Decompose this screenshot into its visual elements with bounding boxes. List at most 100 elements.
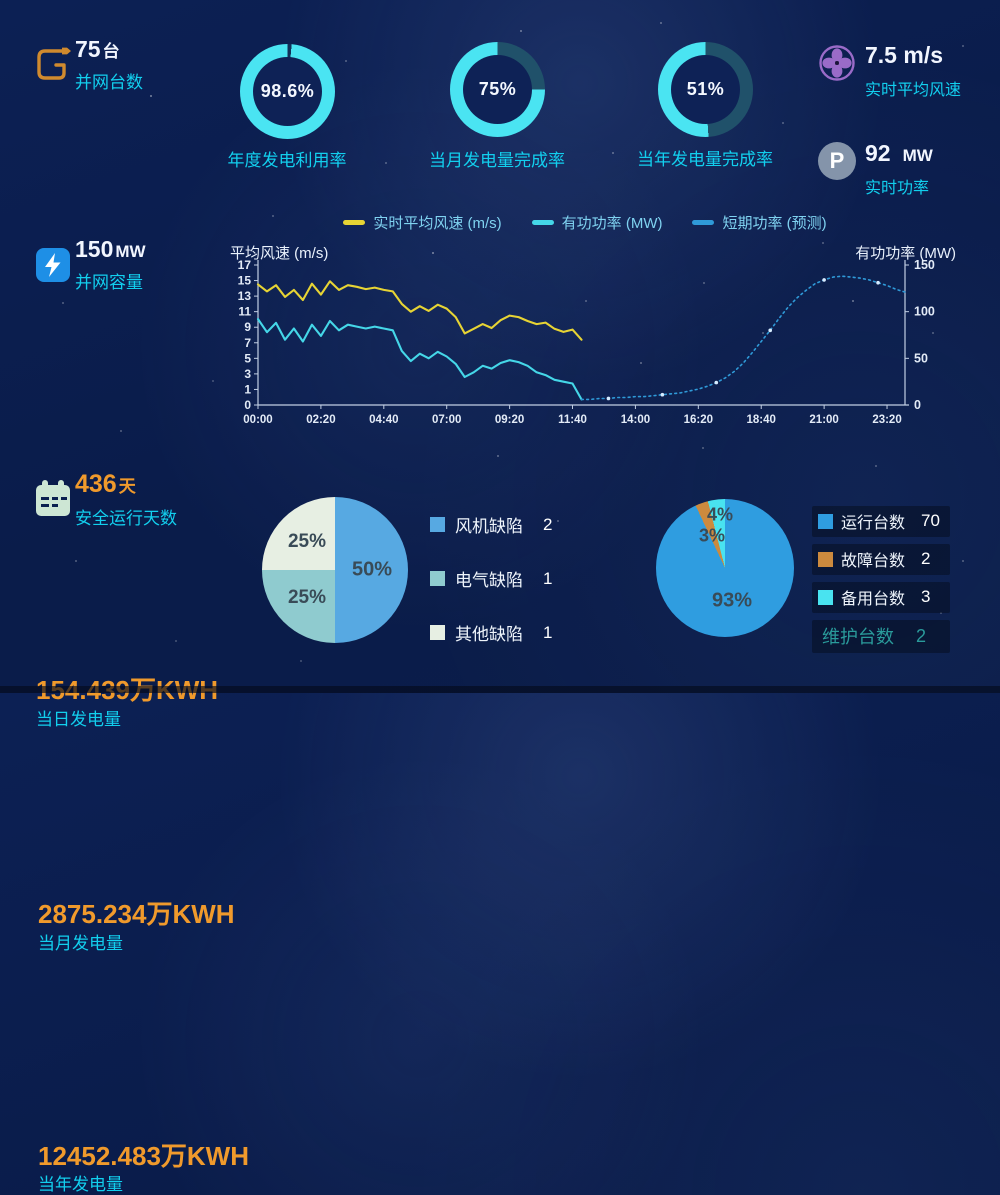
electrical-defects-swatch — [430, 571, 445, 586]
grid-units-value: 75 — [75, 36, 101, 62]
left-tick-label: 5 — [244, 351, 251, 365]
lightning-icon — [36, 248, 70, 287]
legend-row-other-defects[interactable]: 其他缺陷 1 — [430, 620, 552, 645]
grid-units-label: 并网台数 — [75, 73, 143, 92]
left-tick-label: 1 — [244, 382, 251, 396]
grid-capacity-value: 150 — [75, 236, 114, 262]
donut-annual-utilization-label: 年度发电利用率 — [227, 151, 347, 170]
windspeed-value: 7.5 m/s — [865, 42, 943, 68]
legend-row-maintenance-units[interactable]: 维护台数 2 — [812, 620, 950, 653]
stat-safe-days: 436 天 安全运行天数 — [0, 230, 230, 528]
daily-generation-label: 当日发电量 — [36, 710, 121, 729]
power-p-icon: P — [818, 142, 856, 180]
grid-capacity-unit: MW — [115, 242, 146, 261]
other-defects-swatch — [430, 625, 445, 640]
safe-days-label: 安全运行天数 — [75, 509, 177, 528]
x-tick-label: 00:00 — [243, 414, 272, 426]
standby-units-swatch — [818, 589, 833, 605]
power-label: 实时功率 — [865, 180, 930, 197]
defects-pie-legend: 风机缺陷 2 电气缺陷 1 其他缺陷 1 — [430, 512, 552, 645]
left-tick-label: 0 — [244, 398, 251, 412]
maintenance-units-label: 维护台数 — [822, 627, 894, 647]
defects-slice-label-25-top: 25% — [287, 531, 327, 552]
right-tick-label: 0 — [914, 398, 921, 412]
units-pie-chart: 93% 4% 3% — [656, 499, 794, 637]
left-tick-label: 7 — [244, 336, 251, 350]
x-tick-label: 21:00 — [809, 414, 838, 426]
grid-capacity-label: 并网容量 — [75, 273, 143, 292]
line-chart-legend: 实时平均风速 (m/s) 有功功率 (MW) 短期功率 (预测) — [240, 212, 930, 233]
series-line-0 — [256, 280, 583, 341]
fault-units-count: 2 — [921, 549, 931, 568]
legend-item-windspeed[interactable]: 实时平均风速 (m/s) — [343, 212, 502, 233]
stat-grid-units: 75 台 并网台数 — [0, 0, 230, 100]
x-tick-label: 16:20 — [684, 414, 713, 426]
turbine-defects-count: 2 — [543, 514, 553, 534]
legend-row-standby-units[interactable]: 备用台数 3 — [812, 582, 950, 613]
legend-item-active-power[interactable]: 有功功率 (MW) — [531, 212, 663, 233]
donut-yearly-completion: 51% — [658, 42, 753, 137]
stat-grid-capacity: 150 MW 并网容量 — [0, 110, 230, 292]
x-tick-label: 18:40 — [747, 414, 776, 426]
right-tick-label: 150 — [914, 258, 935, 272]
running-units-count: 70 — [921, 511, 940, 530]
series-line-1 — [256, 318, 583, 401]
fault-units-swatch — [818, 551, 833, 567]
series-line-2 — [580, 275, 906, 401]
monthly-generation-label: 当月发电量 — [38, 934, 123, 953]
units-slice-label-93: 93% — [711, 589, 753, 612]
donut-monthly-completion-value: 75% — [478, 79, 517, 99]
legend-row-electrical-defects[interactable]: 电气缺陷 1 — [430, 566, 552, 591]
yearly-generation-label: 当年发电量 — [38, 1175, 123, 1194]
running-units-swatch — [818, 513, 833, 529]
charging-plug-icon — [32, 42, 72, 91]
defects-slice-label-25-bottom: 25% — [287, 587, 327, 608]
stat-daily-generation: 154.439万KWH 当日发电量 — [0, 330, 240, 729]
forecast-power-legend-dash — [692, 220, 715, 225]
forecast-marker-dot — [876, 280, 880, 285]
x-tick-label: 04:40 — [369, 414, 398, 426]
legend-item-forecast-power[interactable]: 短期功率 (预测) — [692, 212, 827, 233]
forecast-marker-dot — [822, 278, 826, 282]
donut-annual-utilization: 98.6% — [240, 44, 335, 139]
left-axis-title: 平均风速 (m/s) — [230, 245, 329, 262]
donut-monthly-completion: 75% — [450, 42, 545, 137]
donut-annual-utilization-value: 98.6% — [260, 81, 315, 101]
running-units-label: 运行台数 — [841, 515, 906, 532]
defects-slice-label-50: 50% — [351, 558, 393, 581]
electrical-defects-count: 1 — [543, 568, 553, 588]
right-axis-title: 有功功率 (MW) — [855, 245, 956, 262]
fault-units-label: 故障台数 — [841, 553, 906, 570]
stat-yearly-generation: 12452.483万KWH 当年发电量 — [0, 563, 260, 1194]
safe-days-unit: 天 — [118, 477, 136, 496]
stat-monthly-generation: 2875.234万KWH 当月发电量 — [0, 442, 240, 953]
turbine-defects-label: 风机缺陷 — [455, 517, 523, 536]
legend-row-turbine-defects[interactable]: 风机缺陷 2 — [430, 512, 552, 537]
yearly-generation-value: 12452.483万KWH — [38, 1141, 249, 1171]
standby-units-label: 备用台数 — [841, 591, 906, 608]
x-tick-label: 07:00 — [432, 414, 461, 426]
active-power-legend-label: 有功功率 (MW) — [561, 215, 663, 232]
standby-units-count: 3 — [921, 587, 931, 606]
donut-yearly-completion-value: 51% — [686, 79, 725, 99]
legend-row-fault-units[interactable]: 故障台数 2 — [812, 544, 950, 575]
units-slice-label-3: 3% — [698, 525, 726, 546]
forecast-marker-dot — [768, 328, 773, 333]
bottom-edge-strip — [0, 686, 1000, 693]
maintenance-units-count: 2 — [916, 625, 927, 646]
left-tick-label: 9 — [244, 320, 251, 334]
left-tick-label: 15 — [238, 274, 252, 288]
left-tick-label: 11 — [238, 305, 251, 319]
units-pie-legend: 运行台数 70 故障台数 2 备用台数 3 维护台数 2 — [812, 506, 950, 653]
power-windspeed-line-chart: 平均风速 (m/s) 有功功率 (MW) 0 1 3 5 7 9 11 13 15 17 0 50 10… — [228, 238, 958, 443]
left-tick-label: 13 — [238, 289, 252, 303]
legend-row-running-units[interactable]: 运行台数 70 — [812, 506, 950, 537]
stat-realtime-power: P 92 MW 实时功率 — [810, 132, 1000, 202]
windspeed-legend-label: 实时平均风速 (m/s) — [373, 215, 502, 232]
electrical-defects-label: 电气缺陷 — [455, 571, 523, 590]
x-tick-label: 14:00 — [621, 414, 650, 426]
donut-yearly-completion-label: 当年发电量完成率 — [637, 150, 773, 169]
x-tick-label: 02:20 — [306, 414, 335, 426]
x-tick-label: 11:40 — [558, 414, 587, 426]
